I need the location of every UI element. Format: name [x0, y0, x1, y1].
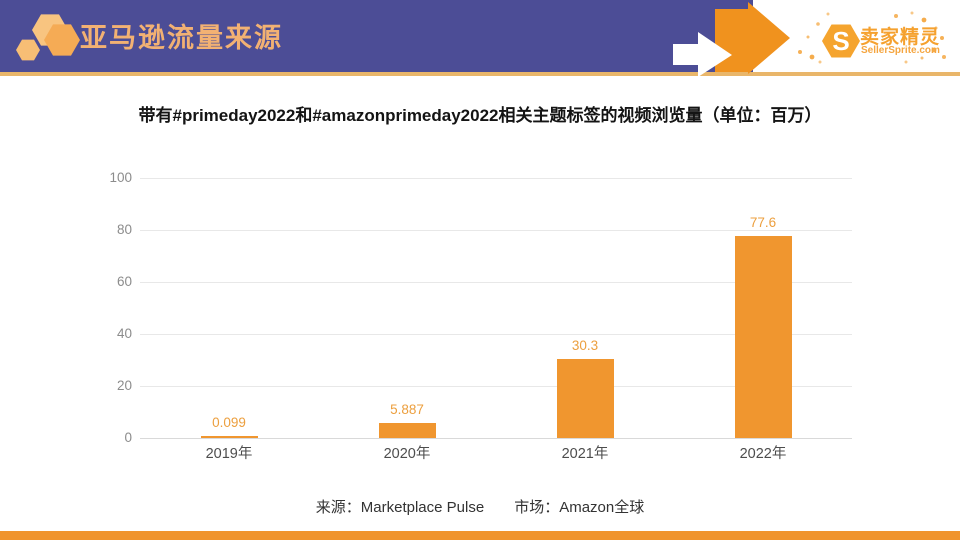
bar — [200, 436, 258, 438]
bar — [378, 422, 436, 438]
bottom-strip — [0, 531, 960, 540]
gridline — [140, 178, 852, 179]
bar-value-label: 30.3 — [571, 338, 599, 354]
y-tick-label: 100 — [109, 170, 132, 185]
bar-value-label: 0.099 — [212, 415, 246, 430]
source-note: 来源：Marketplace Pulse — [315, 499, 485, 516]
bar — [734, 236, 792, 438]
brand-logo: S — [798, 11, 946, 64]
orange-arrow-icon — [715, 2, 790, 74]
confetti-dots-icon — [798, 11, 946, 64]
source-line: 来源：Marketplace Pulse 市场：Amazon全球 — [0, 496, 960, 517]
x-tick-label: 2020年 — [383, 446, 431, 462]
brand-hexagon-icon — [822, 24, 860, 58]
bar — [556, 359, 614, 438]
y-tick-label: 60 — [116, 274, 132, 289]
x-tick-label: 2019年 — [205, 446, 253, 462]
hexagon-decoration-icon — [16, 14, 80, 61]
y-tick-label: 80 — [116, 222, 132, 237]
white-arrow-icon — [673, 32, 732, 77]
market-note: 市场：Amazon全球 — [514, 499, 645, 516]
y-tick-label: 20 — [116, 378, 132, 393]
brand-initial: S — [832, 26, 849, 56]
gridline — [140, 230, 852, 231]
gridline — [140, 386, 852, 387]
bar-value-label: 77.6 — [749, 215, 777, 231]
header-title: 亚马逊流量来源 — [80, 23, 283, 53]
y-tick-label: 0 — [124, 430, 132, 445]
header-bar: 亚马逊流量来源 — [0, 0, 753, 72]
chart-title: 带有#primeday2022和#amazonprimeday2022相关主题标… — [138, 106, 822, 125]
bar-value-label: 5.887 — [390, 401, 424, 417]
gridline — [140, 334, 852, 335]
header-underline — [0, 72, 960, 76]
arrow-decoration — [673, 2, 790, 77]
gridline — [140, 438, 852, 439]
brand-name-cn: 卖家精灵 — [860, 27, 941, 48]
y-tick-label: 40 — [116, 326, 132, 341]
x-tick-label: 2022年 — [739, 446, 787, 462]
gridline — [140, 282, 852, 283]
x-tick-label: 2021年 — [561, 446, 609, 462]
brand-name-en: SellerSprite.com — [861, 45, 940, 56]
